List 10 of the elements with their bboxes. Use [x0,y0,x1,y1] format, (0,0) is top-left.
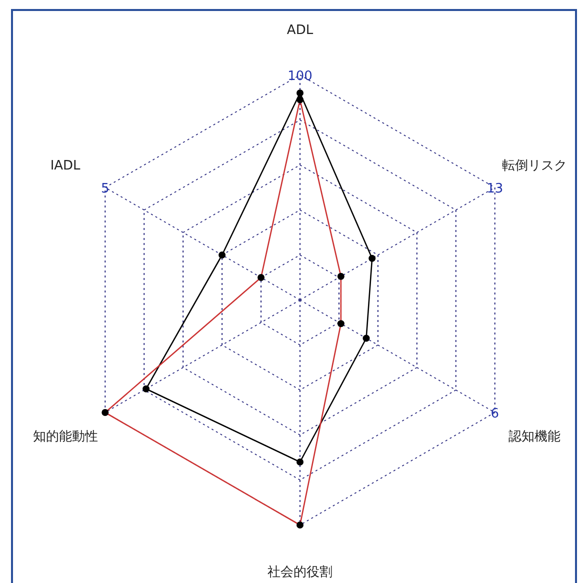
spoke-label: 転倒リスク [502,158,568,174]
spoke-label: IADL [50,158,82,174]
text: 100 [288,69,312,84]
spoke-label: 知的能動性 [32,430,98,444]
spoke-label: ADL [286,23,314,38]
text: 6 [490,406,499,422]
text: 13 [486,182,504,196]
spoke-label: 認知機能 [508,430,561,444]
text: 5 [101,182,110,196]
spoke-label: 社会的役割 [268,565,332,580]
